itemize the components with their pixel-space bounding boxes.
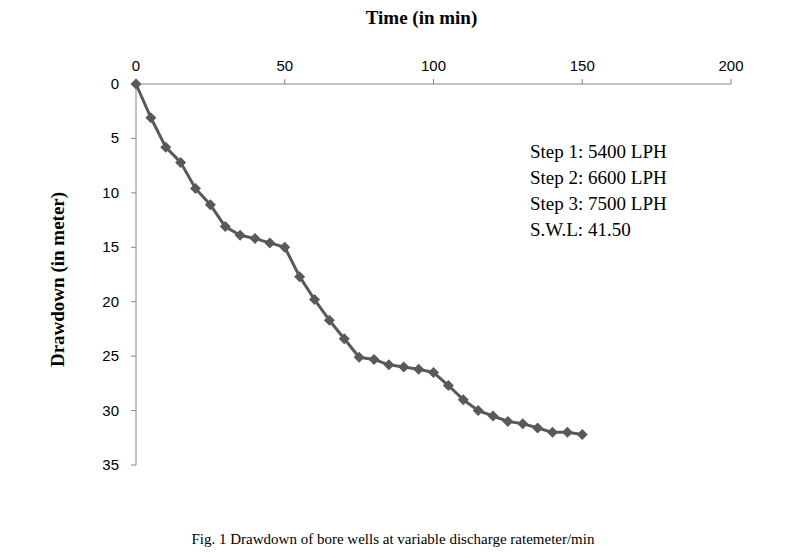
marker	[145, 112, 156, 123]
x-tick-label: 50	[276, 57, 293, 74]
marker	[250, 233, 261, 244]
marker	[339, 333, 350, 344]
marker	[190, 183, 201, 194]
marker	[473, 405, 484, 416]
marker	[428, 367, 439, 378]
marker	[562, 427, 573, 438]
y-tick	[131, 138, 136, 139]
marker	[220, 221, 231, 232]
marker	[532, 422, 543, 433]
marker	[205, 199, 216, 210]
y-tick	[131, 356, 136, 357]
y-tick	[131, 247, 136, 248]
marker	[577, 429, 588, 440]
y-axis	[136, 84, 137, 465]
x-tick	[433, 79, 434, 84]
plot-area	[131, 79, 588, 441]
annotation: S.W.L: 41.50	[530, 219, 631, 240]
marker	[517, 418, 528, 429]
marker	[443, 380, 454, 391]
marker	[413, 364, 424, 375]
x-tick	[731, 79, 732, 84]
marker	[324, 315, 335, 326]
y-tick	[131, 410, 136, 411]
x-tick-label: 100	[421, 57, 446, 74]
annotation: Step 3: 7500 LPH	[530, 193, 667, 214]
y-tick-label: 20	[102, 293, 119, 310]
x-tick-label: 0	[132, 57, 140, 74]
x-tick	[284, 79, 285, 84]
marker	[547, 427, 558, 438]
y-tick-label: 30	[102, 402, 119, 419]
marker	[369, 354, 380, 365]
y-tick-label: 0	[111, 75, 119, 92]
x-axis-label: Time (in min)	[366, 7, 478, 29]
x-tick-label: 150	[570, 57, 595, 74]
y-tick	[131, 301, 136, 302]
marker	[175, 157, 186, 168]
marker	[309, 294, 320, 305]
y-tick-label: 15	[102, 238, 119, 255]
series-line	[136, 84, 582, 435]
marker	[279, 242, 290, 253]
annotation: Step 1: 5400 LPH	[530, 141, 667, 162]
marker	[354, 352, 365, 363]
marker	[488, 411, 499, 422]
y-tick	[131, 192, 136, 193]
marker	[502, 416, 513, 427]
marker	[294, 271, 305, 282]
marker	[131, 79, 142, 90]
marker	[383, 359, 394, 370]
y-tick-label: 35	[102, 456, 119, 473]
chart: 0 50 100 150 200 0 5 10 15 20 25 30 35 Time (in min) D…	[0, 0, 786, 558]
x-tick-label: 200	[718, 57, 743, 74]
marker	[160, 142, 171, 153]
y-tick-label: 5	[111, 129, 119, 146]
y-tick-label: 10	[102, 184, 119, 201]
marker	[235, 230, 246, 241]
x-tick	[582, 79, 583, 84]
marker	[398, 362, 409, 373]
y-tick	[131, 465, 136, 466]
marker	[264, 237, 275, 248]
caption: Fig. 1 Drawdown of bore wells at variabl…	[192, 531, 595, 547]
y-tick-label: 25	[102, 347, 119, 364]
annotation: Step 2: 6600 LPH	[530, 167, 667, 188]
marker	[458, 394, 469, 405]
y-axis-label: Drawdown (in meter)	[47, 192, 69, 367]
